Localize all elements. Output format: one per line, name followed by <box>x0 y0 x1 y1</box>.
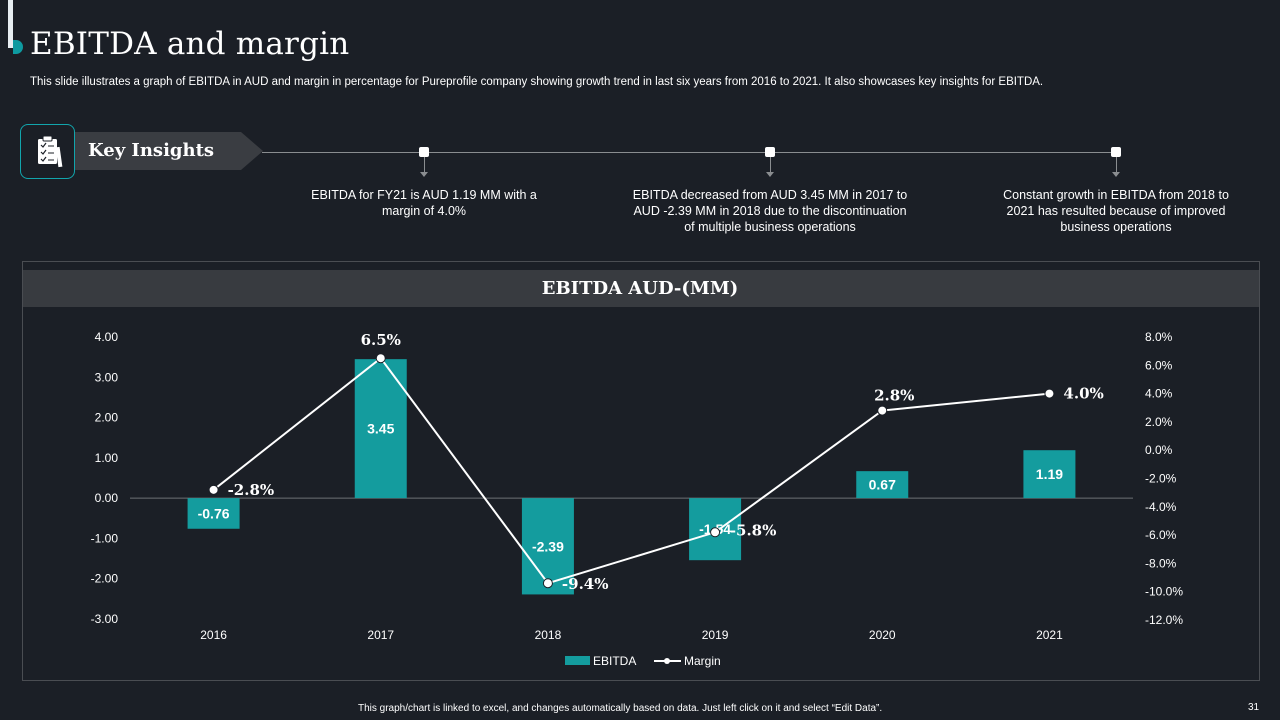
margin-line <box>212 356 1050 585</box>
x-tick-label: 2020 <box>869 628 896 642</box>
footer-note: This graph/chart is linked to excel, and… <box>358 703 883 714</box>
y-left-tick-label: 2.00 <box>95 411 119 425</box>
y-left-tick-label: 1.00 <box>95 451 119 465</box>
y-right-tick-label: -4.0% <box>1145 500 1177 514</box>
margin-data-label: 2.8% <box>874 387 914 405</box>
bar-data-label: -0.76 <box>198 505 230 521</box>
page-number: 31 <box>1248 702 1260 713</box>
key-insights-band <box>75 132 263 170</box>
chart-title: EBITDA AUD-(MM) <box>541 278 739 299</box>
bar-ebitda-2020 <box>856 471 909 499</box>
chart-title-band <box>23 270 1259 307</box>
x-tick-label: 2018 <box>535 628 562 642</box>
y-right-tick-label: 6.0% <box>1145 358 1173 372</box>
y-right-tick-label: 4.0% <box>1145 387 1173 401</box>
insights-connector-line <box>262 152 1118 153</box>
y-right-tick-label: -2.0% <box>1145 472 1177 486</box>
x-tick-label: 2021 <box>1036 628 1063 642</box>
margin-data-label: 4.0% <box>1063 385 1103 403</box>
y-right-tick-label: 8.0% <box>1145 330 1173 344</box>
margin-data-label: 6.5% <box>361 331 401 349</box>
margin-point-2020 <box>877 405 888 416</box>
bar-data-label: -2.39 <box>532 538 564 554</box>
legend-swatch-ebitda <box>565 656 590 665</box>
y-left-tick-label: 4.00 <box>95 330 119 344</box>
y-right-tick-label: -8.0% <box>1145 556 1177 570</box>
down-arrow-icon <box>420 172 428 177</box>
insight-stem <box>770 157 771 173</box>
insight-stem <box>424 157 425 173</box>
margin-data-label: -9.4% <box>562 575 609 593</box>
title-accent-bar <box>8 0 13 48</box>
y-left-tick-label: -1.00 <box>91 531 119 545</box>
page-subtitle: This slide illustrates a graph of EBITDA… <box>30 76 1044 88</box>
x-tick-label: 2019 <box>702 628 729 642</box>
y-left-tick-label: -3.00 <box>91 612 119 626</box>
insight-marker <box>1111 147 1121 157</box>
page-title: EBITDA and margin <box>30 26 350 62</box>
legend-label-ebitda: EBITDA <box>593 654 636 668</box>
margin-data-label: -5.8% <box>730 521 777 539</box>
legend-label-margin: Margin <box>684 654 721 668</box>
margin-point-2021 <box>1044 388 1055 399</box>
bar-data-label: 3.45 <box>367 421 394 437</box>
y-left-tick-label: 3.00 <box>95 370 119 384</box>
margin-point-2018 <box>542 578 553 589</box>
insight-marker <box>419 147 429 157</box>
margin-data-label: -2.8% <box>228 481 275 499</box>
insight-text: EBITDA decreased from AUD 3.45 MM in 201… <box>632 188 908 234</box>
key-insights-label: Key Insights <box>88 140 215 161</box>
insight-text: EBITDA for FY21 is AUD 1.19 MM with a ma… <box>311 188 537 218</box>
x-tick-label: 2017 <box>367 628 394 642</box>
insight-text: Constant growth in EBITDA from 2018 to 2… <box>1003 188 1229 234</box>
bar-data-label: 1.19 <box>1036 466 1063 482</box>
bar-ebitda-2021 <box>1023 450 1076 499</box>
y-left-tick-label: 0.00 <box>95 491 119 505</box>
down-arrow-icon <box>766 172 774 177</box>
margin-point-2017 <box>375 353 386 364</box>
y-right-tick-label: 2.0% <box>1145 415 1173 429</box>
y-left-tick-label: -2.00 <box>91 572 119 586</box>
bar-data-label: 0.67 <box>869 477 896 493</box>
margin-point-2019 <box>710 527 721 538</box>
y-right-tick-label: -12.0% <box>1145 613 1183 627</box>
title-accent-dot <box>13 40 23 54</box>
insight-stem <box>1116 157 1117 173</box>
y-right-tick-label: 0.0% <box>1145 443 1173 457</box>
bar-ebitda-2016 <box>187 498 240 529</box>
margin-point-2016 <box>208 484 219 495</box>
down-arrow-icon <box>1112 172 1120 177</box>
insight-marker <box>765 147 775 157</box>
x-tick-label: 2016 <box>200 628 227 642</box>
legend-marker-margin <box>664 658 670 664</box>
clipboard-icon <box>20 124 75 179</box>
y-right-tick-label: -6.0% <box>1145 528 1177 542</box>
chart-panel <box>22 261 1260 681</box>
y-right-tick-label: -10.0% <box>1145 585 1183 599</box>
